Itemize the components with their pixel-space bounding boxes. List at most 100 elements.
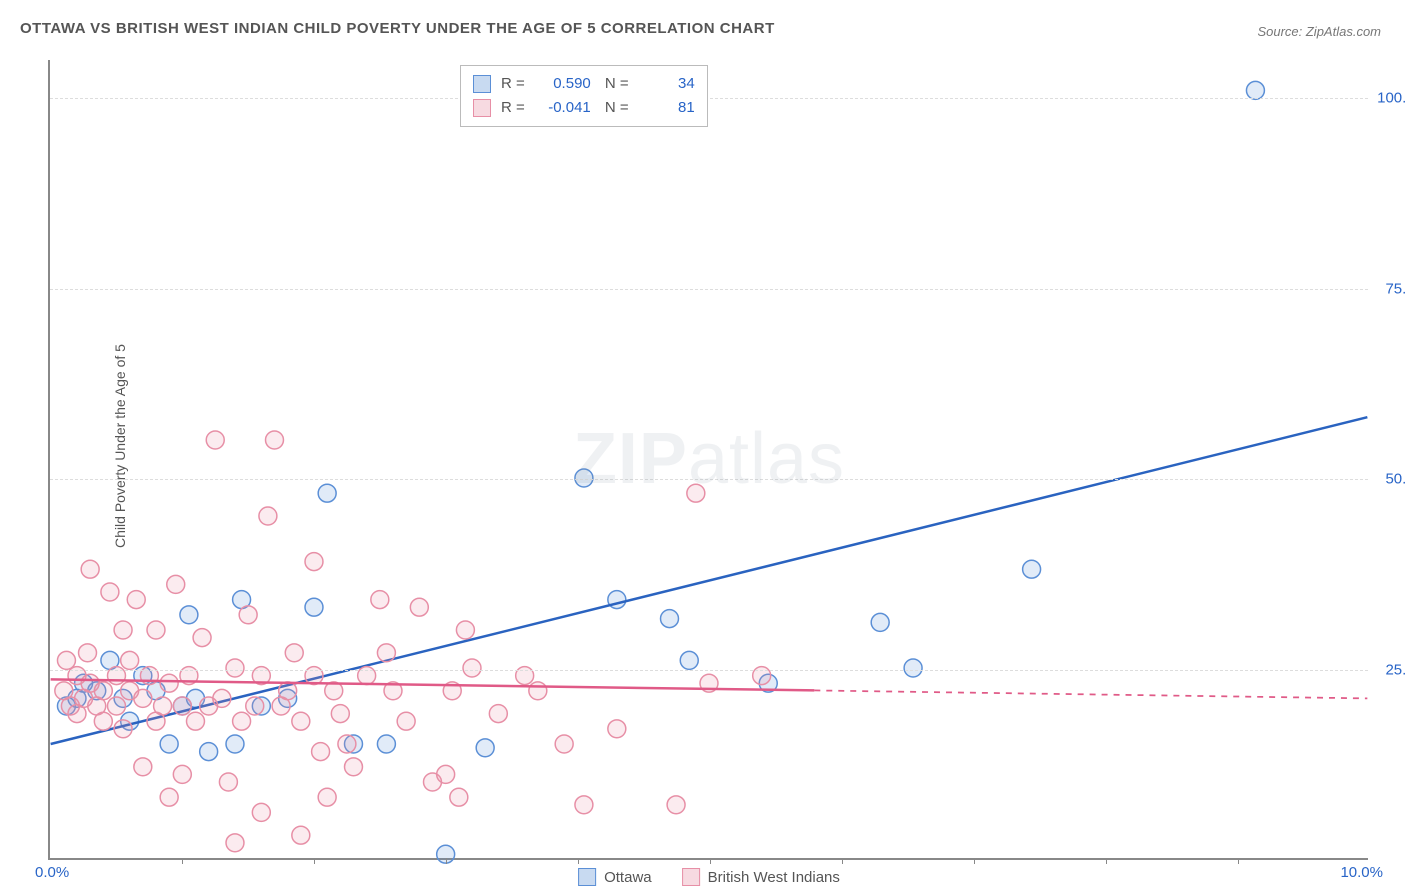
legend-item-ottawa: Ottawa (578, 868, 652, 886)
data-point (450, 788, 468, 806)
data-point (114, 720, 132, 738)
x-tick (842, 858, 843, 864)
data-point (167, 575, 185, 593)
stats-row-ottawa: R = 0.590 N = 34 (473, 72, 695, 96)
data-point (305, 598, 323, 616)
x-tick (974, 858, 975, 864)
r-value-bwi: -0.041 (535, 96, 591, 120)
r-value-ottawa: 0.590 (535, 72, 591, 96)
gridline (50, 670, 1368, 671)
x-tick (1106, 858, 1107, 864)
data-point (575, 796, 593, 814)
r-label: R = (501, 96, 525, 120)
y-tick-label: 100.0% (1377, 90, 1406, 107)
legend-item-bwi: British West Indians (682, 868, 840, 886)
data-point (371, 591, 389, 609)
data-point (555, 735, 573, 753)
n-label: N = (601, 96, 629, 120)
data-point (233, 712, 251, 730)
n-value-ottawa: 34 (639, 72, 695, 96)
swatch-bwi (473, 99, 491, 117)
data-point (463, 659, 481, 677)
data-point (108, 697, 126, 715)
data-point (279, 682, 297, 700)
data-point (292, 826, 310, 844)
data-point (266, 431, 284, 449)
data-point (134, 758, 152, 776)
n-value-bwi: 81 (639, 96, 695, 120)
data-point (410, 598, 428, 616)
data-point (193, 629, 211, 647)
data-point (213, 689, 231, 707)
data-point (226, 735, 244, 753)
data-point (318, 484, 336, 502)
stats-row-bwi: R = -0.041 N = 81 (473, 96, 695, 120)
x-min-label: 0.0% (35, 864, 69, 881)
data-point (608, 720, 626, 738)
data-point (489, 705, 507, 723)
data-point (331, 705, 349, 723)
data-point (173, 697, 191, 715)
data-point (318, 788, 336, 806)
data-point (101, 583, 119, 601)
x-tick (446, 858, 447, 864)
data-point (667, 796, 685, 814)
data-point (904, 659, 922, 677)
data-point (687, 484, 705, 502)
data-point (338, 735, 356, 753)
y-tick-label: 50.0% (1385, 471, 1406, 488)
bottom-legend: Ottawa British West Indians (578, 868, 840, 886)
gridline (50, 289, 1368, 290)
data-point (285, 644, 303, 662)
trend-line-solid (51, 417, 1368, 744)
legend-label-ottawa: Ottawa (604, 869, 652, 886)
data-point (226, 834, 244, 852)
data-point (173, 765, 191, 783)
data-point (661, 610, 679, 628)
data-point (239, 606, 257, 624)
x-tick (710, 858, 711, 864)
data-point (160, 735, 178, 753)
data-point (575, 469, 593, 487)
data-point (680, 651, 698, 669)
data-point (226, 659, 244, 677)
data-point (94, 682, 112, 700)
stats-legend-box: R = 0.590 N = 34 R = -0.041 N = 81 (460, 65, 708, 127)
gridline (50, 98, 1368, 99)
data-point (147, 621, 165, 639)
data-point (134, 689, 152, 707)
data-point (252, 803, 270, 821)
data-point (219, 773, 237, 791)
data-point (1246, 81, 1264, 99)
data-point (94, 712, 112, 730)
chart-svg (50, 60, 1368, 858)
y-tick-label: 75.0% (1385, 280, 1406, 297)
source-label: Source: ZipAtlas.com (1257, 24, 1381, 39)
trend-line-dashed (814, 690, 1367, 698)
data-point (114, 621, 132, 639)
data-point (437, 765, 455, 783)
y-tick-label: 25.0% (1385, 661, 1406, 678)
data-point (259, 507, 277, 525)
data-point (871, 613, 889, 631)
data-point (292, 712, 310, 730)
data-point (345, 758, 363, 776)
data-point (476, 739, 494, 757)
x-tick (1238, 858, 1239, 864)
data-point (529, 682, 547, 700)
data-point (456, 621, 474, 639)
plot-area: ZIPatlas R = 0.590 N = 34 R = -0.041 N =… (48, 60, 1368, 860)
data-point (81, 560, 99, 578)
x-tick (578, 858, 579, 864)
data-point (187, 712, 205, 730)
gridline (50, 479, 1368, 480)
data-point (377, 735, 395, 753)
data-point (121, 651, 139, 669)
data-point (246, 697, 264, 715)
data-point (180, 606, 198, 624)
data-point (57, 651, 75, 669)
legend-swatch-bwi (682, 868, 700, 886)
data-point (200, 743, 218, 761)
data-point (377, 644, 395, 662)
data-point (79, 644, 97, 662)
